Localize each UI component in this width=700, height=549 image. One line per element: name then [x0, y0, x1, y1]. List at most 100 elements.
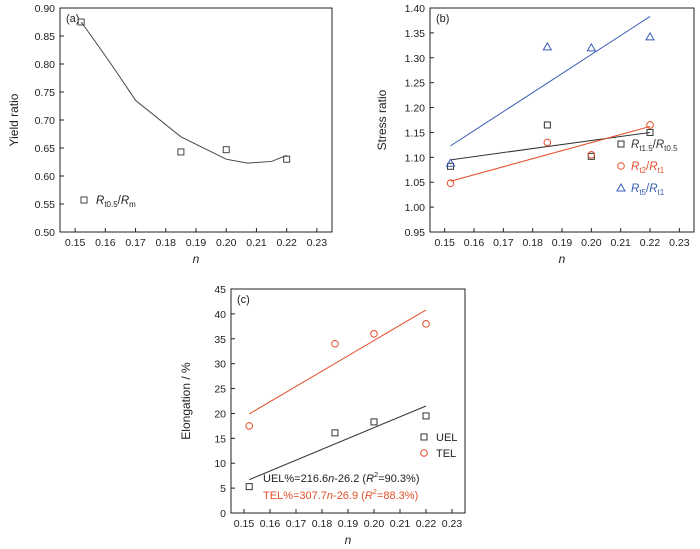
data-point [543, 138, 552, 147]
x-tick-label: 0.18 [312, 518, 333, 530]
fit-equation: UEL%=216.6n-26.2 (R2=90.3%) [263, 470, 419, 485]
y-tick-label: 0.85 [35, 31, 56, 43]
x-tick-label: 0.22 [640, 237, 661, 249]
plot-frame [429, 7, 695, 233]
x-tick-label: 0.16 [464, 237, 485, 249]
data-point [177, 148, 185, 156]
y-tick-label: 10 [214, 458, 226, 470]
y-tick-label: 0.90 [35, 3, 56, 15]
data-point [222, 146, 230, 154]
fit-line [249, 405, 427, 481]
chart-panel-1: (a) 0.15 0.16 0.17 0.18 0.19 0.20 0.21 0.22 0.23 0… [7, 3, 333, 266]
y-tick-label: 15 [214, 433, 226, 445]
y-tick-label: 1.10 [405, 152, 426, 164]
x-axis-label: n [345, 533, 352, 547]
data-point [422, 412, 430, 420]
legend-label: Rt5/Rt1 [631, 183, 665, 197]
y-axis-label: Yield ratio [7, 93, 21, 146]
y-tick-label: 5 [220, 483, 226, 495]
x-axis-label: n [559, 252, 566, 266]
x-tick-label: 0.15 [234, 518, 255, 530]
fit-curve [80, 21, 287, 164]
data-point [77, 18, 85, 26]
legend-label: UEL [436, 432, 457, 444]
data-point [331, 339, 339, 348]
x-tick-label: 0.19 [186, 237, 207, 249]
y-tick-label: 0.65 [35, 143, 56, 155]
y-tick-label: 0 [220, 508, 226, 520]
fit-line [450, 16, 651, 147]
y-tick-label: 30 [214, 359, 226, 371]
data-point [283, 155, 291, 163]
data-point [245, 483, 253, 491]
legend-label: Rt2/Rt1 [631, 161, 665, 175]
data-point [646, 121, 654, 129]
y-tick-label: 0.50 [35, 227, 56, 239]
y-tick-label: 1.25 [405, 78, 426, 90]
data-point [542, 41, 553, 51]
y-tick-label: 0.75 [35, 87, 56, 99]
y-tick-label: 1.00 [405, 202, 426, 214]
y-tick-label: 1.40 [405, 3, 426, 15]
data-point [645, 31, 655, 41]
x-tick-label: 0.19 [338, 518, 359, 530]
y-tick-label: 40 [214, 309, 226, 321]
x-tick-label: 0.16 [260, 518, 281, 530]
x-tick-label: 0.22 [276, 237, 297, 249]
y-tick-label: 0.80 [35, 59, 56, 71]
panel-label: (b) [436, 13, 449, 25]
x-tick-label: 0.22 [416, 518, 437, 530]
x-tick-label: 0.15 [434, 237, 455, 249]
x-tick-label: 0.18 [522, 237, 543, 249]
data-point [445, 158, 456, 167]
x-tick-label: 0.19 [552, 237, 573, 249]
y-tick-label: 0.70 [35, 115, 56, 127]
data-point [420, 433, 428, 441]
y-tick-label: 1.35 [405, 28, 426, 40]
x-tick-label: 0.17 [286, 518, 307, 530]
fit-line [450, 131, 651, 161]
y-tick-label: 35 [214, 334, 226, 346]
x-axis-label: n [193, 252, 200, 266]
legend-label: TEL [436, 448, 456, 460]
data-point [617, 140, 625, 148]
y-tick-label: 0.55 [35, 199, 56, 211]
y-tick-label: 0.95 [405, 227, 426, 239]
data-point [370, 330, 378, 338]
x-tick-label: 0.23 [442, 518, 463, 530]
data-point [446, 179, 455, 188]
legend-label: Rt1.5/Rt0.5 [631, 139, 678, 153]
y-tick-label: 25 [214, 384, 226, 396]
y-tick-label: 0.60 [35, 171, 56, 183]
data-point [245, 422, 253, 430]
x-tick-label: 0.21 [390, 518, 411, 530]
x-tick-label: 0.20 [216, 237, 237, 249]
x-tick-label: 0.21 [610, 237, 631, 249]
data-point [422, 320, 430, 328]
x-tick-label: 0.18 [156, 237, 177, 249]
data-point [587, 151, 596, 159]
panel-label: (a) [66, 13, 79, 25]
x-tick-label: 0.16 [95, 237, 116, 249]
fit-line [248, 309, 427, 415]
x-tick-label: 0.17 [493, 237, 514, 249]
y-tick-label: 1.30 [405, 53, 426, 65]
x-tick-label: 0.15 [65, 237, 86, 249]
y-tick-label: 45 [214, 284, 226, 296]
y-tick-label: 1.15 [405, 127, 426, 139]
data-point [646, 128, 654, 136]
y-axis-label: Elongation / % [179, 362, 193, 440]
legend-label: Rt0.5/Rm [96, 195, 136, 209]
x-tick-label: 0.17 [125, 237, 146, 249]
y-tick-label: 1.05 [405, 177, 426, 189]
data-point [586, 42, 597, 52]
chart-panel-2: (b) 0.15 0.16 0.17 0.18 0.19 0.20 0.21 0.22 0.23 0… [375, 3, 695, 266]
y-axis-label: Stress ratio [375, 89, 389, 150]
data-point [80, 196, 88, 204]
fit-line [450, 125, 651, 182]
data-point [331, 429, 339, 437]
x-tick-label: 0.21 [246, 237, 267, 249]
data-point [617, 162, 625, 170]
x-tick-label: 0.23 [669, 237, 690, 249]
